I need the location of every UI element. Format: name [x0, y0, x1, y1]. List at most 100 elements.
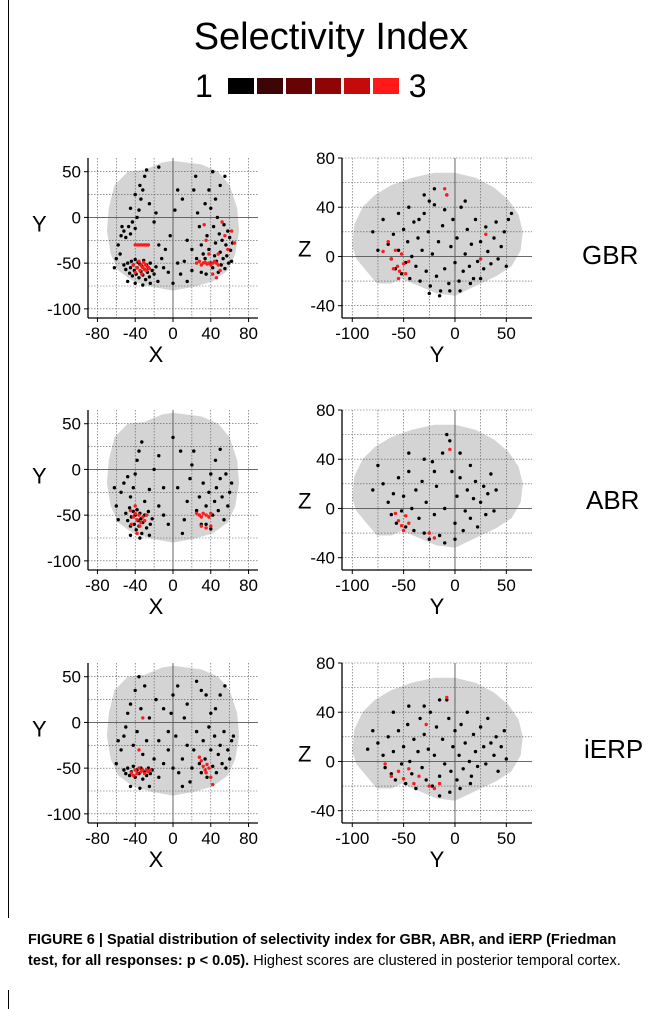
abr-axial-panel: -80 -40 0 40 80 50 0 -50 -100 X Y: [30, 402, 270, 642]
electrode-point: [443, 506, 447, 511]
x-tick-label: 0: [168, 829, 177, 848]
electrode-point: [396, 476, 401, 480]
electrode-point: [414, 264, 418, 268]
electrode-point: [420, 479, 424, 484]
electrode-point: [142, 260, 146, 264]
electrode-point: [180, 784, 185, 789]
x-axis-label: Y: [430, 847, 445, 872]
electrode-point: [458, 786, 462, 791]
electrode-point: [209, 527, 213, 531]
electrode-point: [177, 771, 181, 775]
y-tick-label: 0: [72, 208, 81, 227]
electrode-point: [468, 281, 473, 286]
x-tick-label: -40: [123, 576, 148, 595]
electrode-point: [422, 704, 426, 708]
electrode-point: [395, 264, 400, 268]
y-tick-label: 80: [316, 401, 335, 420]
electrode-point: [445, 698, 449, 702]
electrode-point: [166, 748, 170, 752]
y-tick-label: 0: [326, 752, 335, 771]
row-label-gbr: GBR: [582, 240, 639, 270]
electrode-point: [127, 506, 132, 510]
electrode-point: [399, 509, 404, 513]
electrode-point: [131, 743, 135, 747]
electrode-point: [458, 476, 462, 480]
electrode-point: [492, 236, 496, 240]
electrode-point: [143, 499, 147, 504]
x-tick-label: -50: [391, 829, 416, 848]
electrode-point: [140, 440, 144, 444]
electrode-point: [420, 248, 424, 252]
electrode-point: [432, 786, 437, 791]
electrode-point: [401, 528, 406, 533]
electrode-point: [393, 248, 398, 252]
x-tick-label: 0: [168, 576, 177, 595]
electrode-point: [144, 513, 149, 517]
electrode-point: [394, 521, 399, 525]
electrode-point: [457, 279, 461, 283]
electrode-point: [407, 767, 411, 771]
electrode-point: [214, 771, 219, 775]
electrode-point: [166, 729, 170, 734]
electrode-point: [212, 734, 217, 738]
x-axis-label: Y: [430, 342, 445, 367]
x-tick-label: 0: [450, 324, 459, 343]
electrode-point: [404, 781, 408, 786]
legend-swatch-1: [256, 78, 283, 94]
electrode-point: [211, 782, 215, 787]
electrode-point: [404, 525, 408, 529]
electrode-point: [432, 469, 437, 474]
electrode-point: [143, 518, 147, 523]
electrode-point: [401, 262, 406, 266]
electrode-point: [391, 492, 396, 496]
electrode-point: [391, 749, 396, 754]
electrode-point: [437, 794, 442, 798]
electrode-point: [205, 762, 209, 767]
electrode-point: [122, 263, 126, 267]
electrode-point: [450, 469, 454, 474]
electrode-point: [161, 707, 166, 711]
electrode-point: [204, 526, 208, 530]
electrode-point: [124, 771, 128, 776]
electrode-point: [138, 268, 142, 273]
electrode-point: [463, 741, 467, 745]
electrode-point: [147, 275, 152, 279]
electrode-point: [194, 511, 199, 515]
y-tick-label: 0: [72, 713, 81, 732]
legend-swatch-4: [343, 78, 370, 94]
electrode-point: [408, 276, 412, 281]
y-tick-label: -50: [56, 759, 81, 778]
electrode-point: [213, 458, 218, 462]
electrode-point: [427, 531, 431, 535]
electrode-point: [399, 524, 404, 528]
x-tick-label: 40: [201, 324, 220, 343]
electrode-point: [126, 518, 130, 523]
x-tick-label: -80: [85, 829, 110, 848]
electrode-point: [412, 220, 416, 224]
electrode-point: [432, 512, 437, 517]
electrode-point: [451, 217, 455, 222]
electrode-point: [492, 509, 496, 513]
electrode-point: [440, 224, 445, 228]
x-axis-label: X: [149, 594, 164, 619]
electrode-point: [213, 197, 218, 201]
electrode-point: [406, 722, 410, 727]
electrode-point: [484, 225, 488, 229]
electrode-point: [437, 294, 442, 298]
legend-min-label: 1: [195, 68, 213, 104]
electrode-point: [494, 488, 498, 492]
electrode-point: [407, 259, 411, 264]
electrode-point: [144, 526, 149, 530]
electrode-point: [203, 768, 207, 772]
electrode-point: [231, 734, 236, 738]
electrode-point: [502, 729, 506, 733]
electrode-point: [417, 217, 421, 222]
y-tick-label: -100: [47, 552, 81, 571]
electrode-point: [226, 748, 230, 752]
row-label-ierp: iERP: [584, 734, 644, 764]
electrode-point: [397, 269, 402, 273]
color-legend: 1 3: [195, 68, 427, 104]
electrode-point: [207, 515, 211, 519]
electrode-point: [204, 771, 208, 775]
electrode-point: [154, 697, 158, 702]
